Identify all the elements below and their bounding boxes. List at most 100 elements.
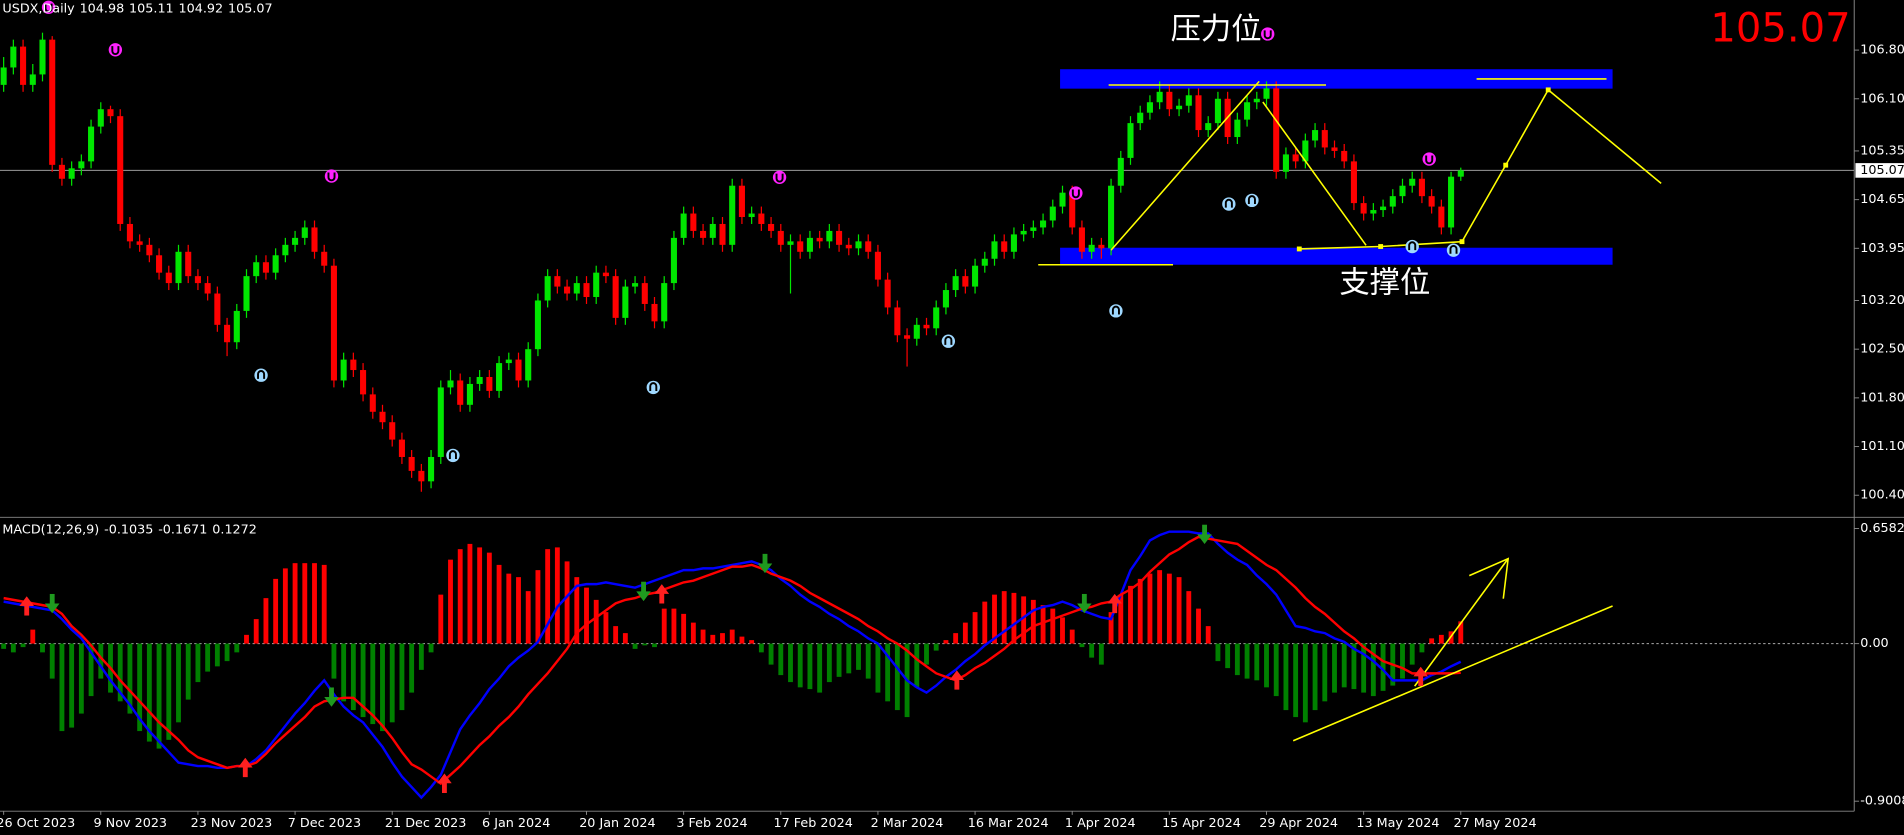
- candle-body: [777, 230, 784, 245]
- histogram-bar: [1030, 599, 1036, 644]
- candle-body: [253, 262, 260, 277]
- x-tick-label: 1 Apr 2024: [1065, 816, 1136, 831]
- candle-body: [1176, 105, 1183, 110]
- candle-body: [156, 255, 163, 273]
- buy-arrow: [654, 584, 670, 604]
- histogram-bar: [593, 599, 599, 644]
- y-tick-label: 105.35: [1860, 143, 1904, 158]
- candle-body: [1360, 203, 1367, 214]
- candle-body: [1020, 230, 1027, 235]
- candle-body: [1244, 102, 1251, 120]
- candle-body: [855, 241, 862, 249]
- histogram-bar: [671, 608, 677, 644]
- x-tick-label: 23 Nov 2023: [191, 816, 273, 831]
- candle-body: [1448, 176, 1455, 228]
- histogram-bar: [1225, 643, 1231, 669]
- candle-body: [894, 307, 901, 336]
- candle-body: [126, 223, 133, 242]
- y-tick-label: 103.95: [1860, 241, 1904, 256]
- candle-body: [952, 276, 959, 291]
- macd-header: MACD(12,26,9) -0.1035 -0.1671 0.1272: [2, 522, 256, 537]
- candle-body: [243, 276, 250, 311]
- candle-body: [1273, 88, 1280, 172]
- candle-body: [1214, 98, 1221, 124]
- histogram-bar: [59, 643, 65, 732]
- candle-body: [1292, 154, 1299, 162]
- candle-body: [1253, 98, 1260, 103]
- anchor: [1378, 244, 1384, 249]
- candle-body: [68, 168, 75, 179]
- candle-body: [816, 237, 823, 242]
- fractal-down: [1108, 303, 1124, 319]
- high-value: 105.11: [129, 1, 174, 16]
- support-label: 支撑位: [1339, 266, 1430, 301]
- histogram-bar: [1409, 643, 1415, 665]
- candle-body: [262, 262, 269, 273]
- histogram-bar: [292, 563, 298, 644]
- candle-body: [1282, 154, 1289, 172]
- histogram-bar: [496, 564, 502, 644]
- candle-body: [301, 227, 308, 238]
- histogram-bar: [1264, 643, 1269, 688]
- histogram-bar: [1089, 643, 1095, 658]
- candle-body: [1098, 244, 1105, 249]
- candle-body: [175, 251, 182, 284]
- histogram-bar: [409, 643, 415, 693]
- histogram-bar: [875, 643, 881, 693]
- low-value: 104.92: [179, 1, 224, 16]
- candle-body: [826, 230, 833, 242]
- candle-body: [933, 307, 940, 329]
- histogram-bar: [982, 601, 988, 644]
- candle-body: [486, 376, 493, 391]
- candle-body: [1195, 95, 1202, 131]
- candle-body: [534, 300, 541, 350]
- histogram-bar: [943, 640, 949, 644]
- candle-body: [1137, 112, 1144, 124]
- histogram-bar: [350, 643, 356, 711]
- anchor: [1296, 246, 1302, 252]
- histogram-bar: [788, 643, 793, 683]
- histogram-bar: [40, 643, 45, 653]
- histogram-bar: [690, 622, 696, 644]
- candle-body: [1399, 185, 1406, 197]
- candle-body: [651, 303, 658, 322]
- candle-body: [1370, 210, 1377, 214]
- x-tick-label: 29 Apr 2024: [1259, 816, 1338, 831]
- candle-body: [981, 258, 988, 266]
- candle-body: [748, 213, 755, 218]
- histogram-bar: [1351, 643, 1357, 690]
- histogram-bar: [758, 643, 764, 653]
- candle-body: [311, 227, 318, 252]
- y-tick-label: 106.80: [1860, 43, 1904, 58]
- candle-body: [700, 230, 707, 238]
- sell-arrow: [324, 687, 339, 707]
- x-tick-label: 7 Dec 2023: [288, 816, 361, 831]
- histogram-bar: [525, 591, 531, 644]
- histogram-bar: [30, 629, 36, 644]
- candle-body: [49, 39, 56, 165]
- histogram-bar: [1186, 591, 1192, 644]
- anchor: [1545, 87, 1551, 93]
- candle-body: [602, 272, 609, 277]
- histogram-bar: [312, 563, 317, 644]
- candle-body: [224, 324, 231, 343]
- histogram-bar: [1332, 643, 1337, 693]
- candle-body: [583, 283, 590, 298]
- histogram-bar: [205, 643, 211, 672]
- candle-body: [1312, 130, 1319, 141]
- histogram-bar: [360, 643, 366, 718]
- histogram-bar: [642, 643, 648, 646]
- histogram-bar: [885, 643, 891, 702]
- candle-body: [292, 237, 299, 245]
- histogram-bar: [1021, 596, 1027, 644]
- candle-body: [874, 251, 881, 280]
- candle-body: [214, 293, 221, 325]
- histogram-bar: [914, 643, 920, 688]
- candle-body: [904, 335, 911, 339]
- candle-body: [29, 74, 36, 85]
- candle-body: [165, 272, 172, 284]
- fractal-down: [1446, 242, 1461, 258]
- histogram-bar: [1400, 643, 1405, 679]
- candle-body: [437, 387, 444, 457]
- fractal-down: [941, 333, 956, 349]
